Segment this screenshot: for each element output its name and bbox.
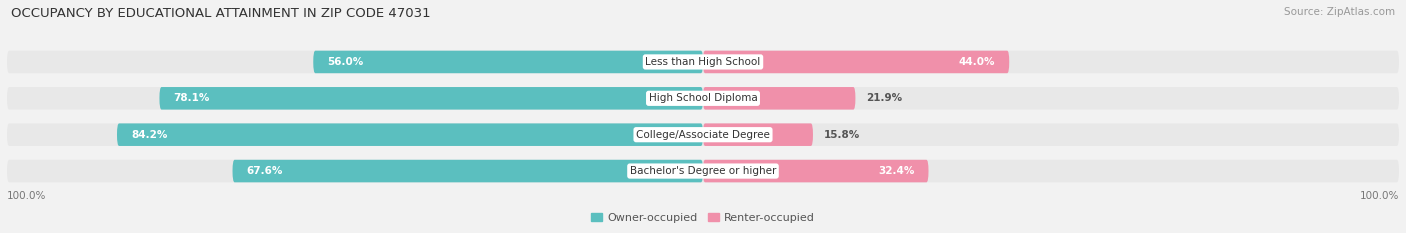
Text: OCCUPANCY BY EDUCATIONAL ATTAINMENT IN ZIP CODE 47031: OCCUPANCY BY EDUCATIONAL ATTAINMENT IN Z… bbox=[11, 7, 430, 20]
Text: 67.6%: 67.6% bbox=[246, 166, 283, 176]
FancyBboxPatch shape bbox=[314, 51, 703, 73]
FancyBboxPatch shape bbox=[703, 160, 928, 182]
Text: 100.0%: 100.0% bbox=[7, 191, 46, 201]
Text: 78.1%: 78.1% bbox=[173, 93, 209, 103]
Text: 100.0%: 100.0% bbox=[1360, 191, 1399, 201]
FancyBboxPatch shape bbox=[7, 51, 1399, 73]
FancyBboxPatch shape bbox=[703, 51, 1010, 73]
Text: High School Diploma: High School Diploma bbox=[648, 93, 758, 103]
FancyBboxPatch shape bbox=[159, 87, 703, 110]
Text: College/Associate Degree: College/Associate Degree bbox=[636, 130, 770, 140]
FancyBboxPatch shape bbox=[232, 160, 703, 182]
FancyBboxPatch shape bbox=[703, 87, 855, 110]
Text: 21.9%: 21.9% bbox=[866, 93, 903, 103]
Text: 15.8%: 15.8% bbox=[824, 130, 859, 140]
Text: 84.2%: 84.2% bbox=[131, 130, 167, 140]
FancyBboxPatch shape bbox=[703, 123, 813, 146]
FancyBboxPatch shape bbox=[7, 87, 1399, 110]
FancyBboxPatch shape bbox=[117, 123, 703, 146]
FancyBboxPatch shape bbox=[7, 123, 1399, 146]
FancyBboxPatch shape bbox=[7, 160, 1399, 182]
Text: Bachelor's Degree or higher: Bachelor's Degree or higher bbox=[630, 166, 776, 176]
Text: 32.4%: 32.4% bbox=[879, 166, 914, 176]
Text: Less than High School: Less than High School bbox=[645, 57, 761, 67]
Text: Source: ZipAtlas.com: Source: ZipAtlas.com bbox=[1284, 7, 1395, 17]
Legend: Owner-occupied, Renter-occupied: Owner-occupied, Renter-occupied bbox=[586, 209, 820, 228]
Text: 44.0%: 44.0% bbox=[959, 57, 995, 67]
Text: 56.0%: 56.0% bbox=[328, 57, 363, 67]
